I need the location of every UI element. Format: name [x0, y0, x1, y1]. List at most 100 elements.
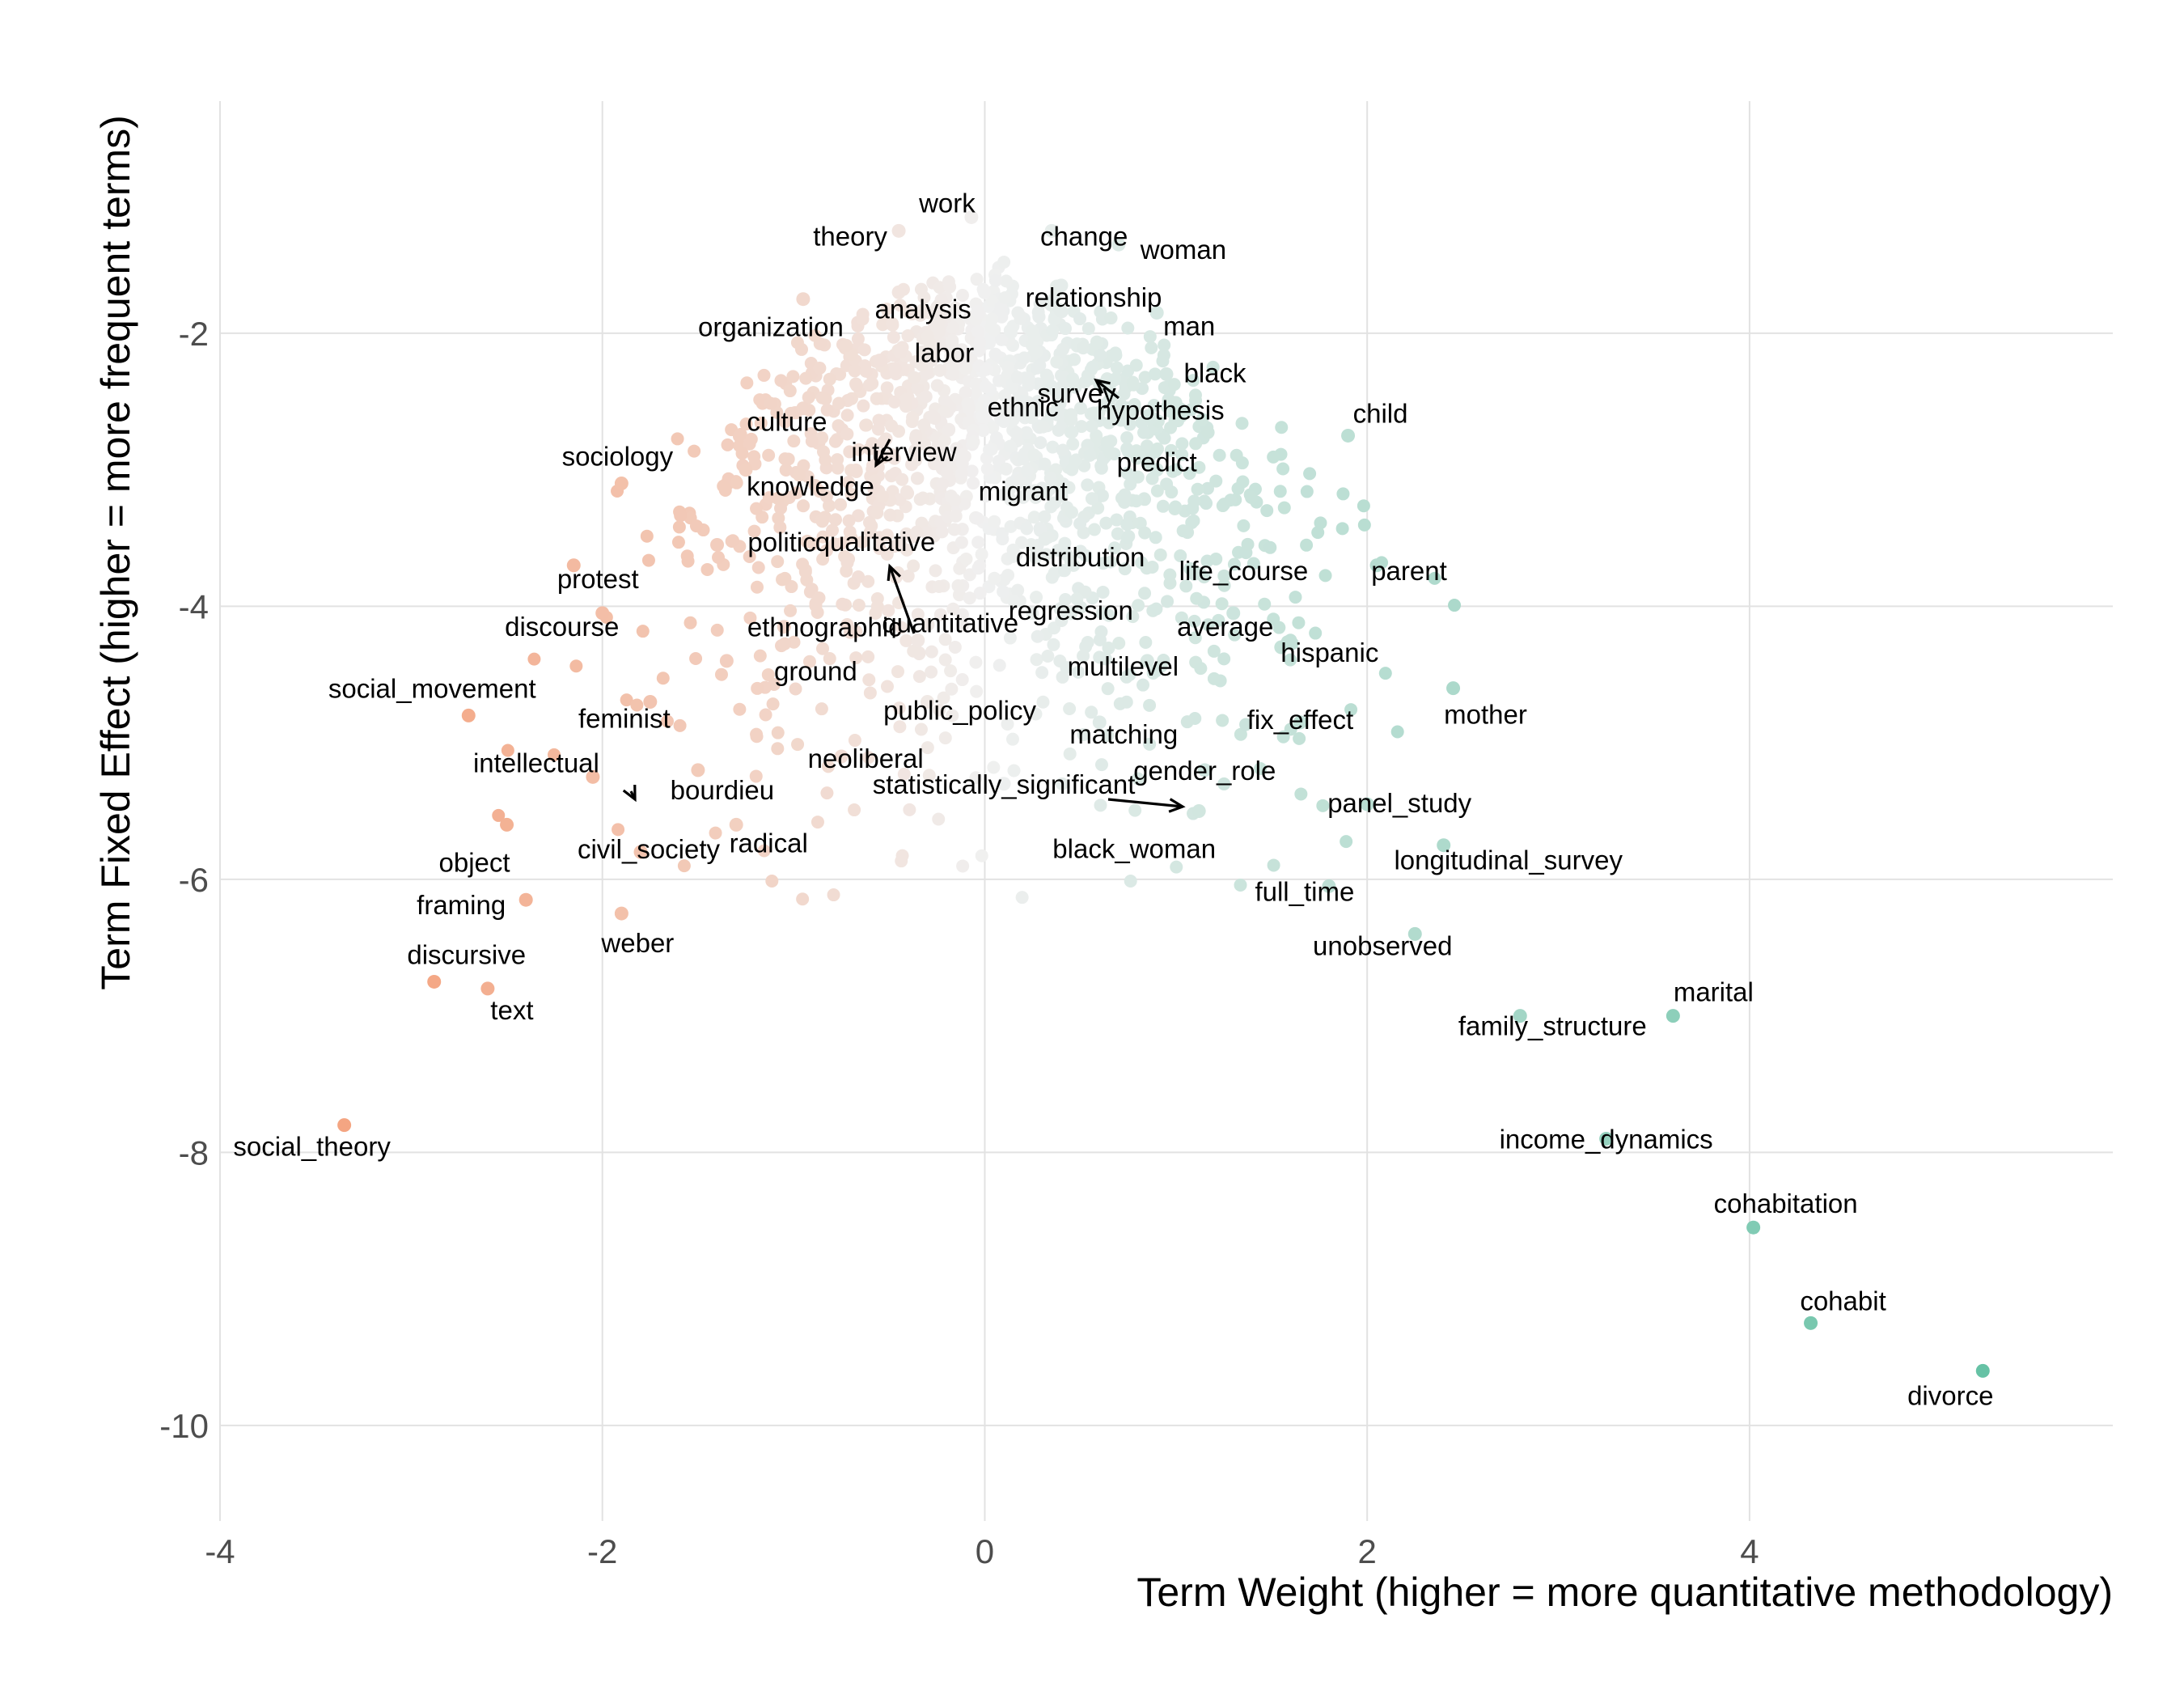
term-point: [1138, 371, 1152, 384]
term-point-text: [480, 981, 495, 996]
term-point: [1188, 388, 1202, 402]
term-point: [1196, 413, 1209, 426]
term-point: [953, 561, 967, 575]
term-point: [867, 482, 881, 496]
term-point: [710, 623, 724, 637]
term-point-quantitative: [911, 633, 925, 648]
term-point: [955, 673, 969, 687]
term-label-relationship: relationship: [1026, 282, 1162, 312]
term-point: [718, 483, 732, 497]
term-label-quantitative: quantitative: [882, 608, 1018, 638]
term-point: [802, 391, 815, 405]
term-point: [1174, 549, 1187, 562]
term-point: [815, 431, 829, 445]
term-point: [1189, 437, 1203, 451]
term-point: [1217, 652, 1231, 666]
term-point: [1201, 618, 1215, 632]
term-point-panel_study: [1360, 797, 1374, 811]
term-label-discourse: discourse: [505, 612, 619, 642]
annotation-arrow: [874, 439, 891, 466]
term-point: [1224, 494, 1238, 507]
term-point: [1170, 860, 1183, 874]
term-point: [1209, 552, 1223, 566]
term-point: [940, 466, 954, 480]
term-point: [1263, 540, 1277, 554]
term-point: [819, 453, 832, 467]
term-point: [973, 559, 987, 573]
term-point: [946, 333, 959, 347]
term-point: [761, 667, 775, 681]
term-point: [834, 498, 848, 511]
term-point: [1063, 701, 1077, 715]
term-point-knowledge: [739, 463, 753, 477]
term-point-sociology: [614, 477, 629, 490]
term-point: [766, 697, 780, 711]
term-point: [979, 409, 993, 423]
term-point: [1207, 644, 1221, 658]
term-point: [912, 670, 926, 684]
term-point: [743, 549, 756, 563]
term-point: [1150, 484, 1164, 498]
term-point: [938, 731, 952, 745]
term-point: [893, 345, 907, 359]
term-point: [821, 760, 835, 773]
term-label-ethnic: ethnic: [988, 392, 1059, 422]
term-point: [1227, 557, 1241, 571]
term-label-cohabit: cohabit: [1800, 1286, 1886, 1316]
term-point: [844, 487, 858, 501]
term-point: [907, 559, 921, 573]
term-point: [1043, 482, 1056, 496]
term-label-migrant: migrant: [979, 476, 1068, 506]
term-point: [750, 580, 764, 594]
term-point: [1046, 440, 1060, 454]
term-point-politic: [710, 537, 725, 552]
term-point: [856, 312, 870, 326]
term-point: [1003, 439, 1017, 453]
term-point: [893, 720, 907, 734]
term-point: [973, 587, 987, 600]
term-label-text: text: [490, 995, 533, 1025]
term-label-fix_effect: fix_effect: [1247, 705, 1353, 735]
term-point: [1004, 325, 1018, 339]
term-point: [547, 748, 561, 761]
term-point: [1033, 522, 1047, 536]
arrow-head: [874, 450, 889, 468]
term-point: [671, 536, 685, 549]
term-point: [1318, 569, 1332, 583]
term-point-neoliberal: [834, 749, 849, 764]
term-point: [826, 523, 840, 537]
term-point: [733, 702, 747, 716]
term-point-child: [1341, 428, 1356, 443]
term-point: [1059, 593, 1073, 607]
term-point: [759, 708, 772, 722]
term-point: [816, 642, 830, 655]
term-point-discursive: [427, 974, 442, 989]
term-point: [955, 456, 969, 470]
term-point-migrant: [1016, 489, 1031, 504]
term-point: [1143, 737, 1157, 751]
term-point-predict: [1149, 463, 1164, 477]
term-point-statistically_significant: [997, 777, 1011, 791]
term-point: [714, 667, 728, 681]
term-point: [1058, 536, 1072, 550]
term-point: [1258, 597, 1272, 611]
term-point: [970, 273, 984, 286]
term-point: [1013, 473, 1026, 487]
term-point: [1094, 625, 1108, 638]
term-point: [1314, 516, 1327, 530]
term-point: [1100, 435, 1114, 449]
term-label-protest: protest: [557, 564, 639, 594]
term-point: [1136, 678, 1150, 692]
term-point: [1156, 499, 1170, 513]
term-point: [774, 374, 788, 388]
term-point: [1213, 448, 1226, 462]
y-tick-label: -10: [159, 1407, 209, 1445]
term-point: [925, 354, 939, 367]
term-point: [933, 363, 946, 377]
term-point-unobserved: [1407, 926, 1422, 941]
term-point: [995, 333, 1009, 346]
term-point: [863, 686, 877, 700]
term-label-hispanic: hispanic: [1280, 638, 1378, 667]
term-label-ground: ground: [774, 656, 857, 686]
term-point: [849, 651, 863, 665]
